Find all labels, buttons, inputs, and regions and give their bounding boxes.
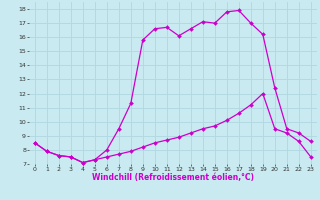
X-axis label: Windchill (Refroidissement éolien,°C): Windchill (Refroidissement éolien,°C) (92, 173, 254, 182)
